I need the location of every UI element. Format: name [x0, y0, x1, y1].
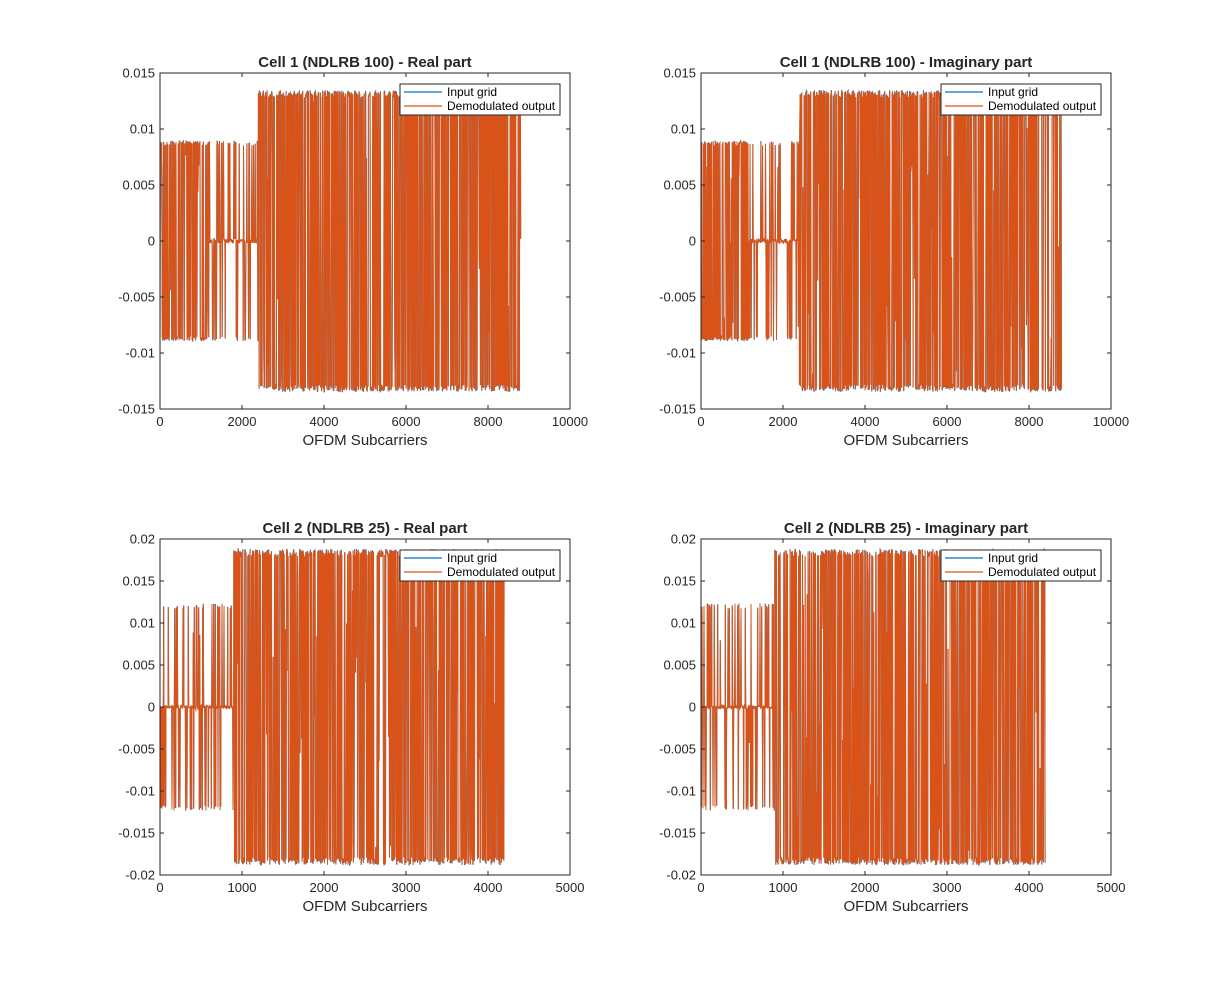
x-axis-label: OFDM Subcarriers [302, 432, 427, 449]
x-tick-label: 3000 [933, 880, 962, 895]
x-tick-label: 4000 [310, 414, 339, 429]
x-tick-label: 6000 [933, 414, 962, 429]
x-axis-label: OFDM Subcarriers [302, 898, 427, 915]
y-tick-label: -0.005 [118, 290, 155, 305]
chart-title: Cell 1 (NDLRB 100) - Imaginary part [780, 54, 1033, 71]
x-tick-label: 2000 [310, 880, 339, 895]
y-tick-label: 0.005 [663, 658, 696, 673]
y-tick-label: 0.01 [130, 122, 155, 137]
y-tick-label: -0.015 [118, 402, 155, 417]
y-tick-label: 0.015 [663, 574, 696, 589]
x-tick-label: 4000 [474, 880, 503, 895]
legend-label: Demodulated output [447, 99, 556, 113]
x-tick-label: 10000 [1093, 414, 1129, 429]
x-tick-label: 2000 [769, 414, 798, 429]
x-tick-label: 2000 [851, 880, 880, 895]
x-tick-label: 1000 [228, 880, 257, 895]
x-tick-label: 4000 [1015, 880, 1044, 895]
y-tick-label: 0.01 [671, 616, 696, 631]
y-tick-label: -0.005 [118, 742, 155, 757]
y-tick-label: 0 [689, 700, 696, 715]
x-tick-label: 0 [156, 880, 163, 895]
legend-label: Demodulated output [988, 565, 1097, 579]
y-tick-label: 0.015 [122, 574, 155, 589]
legend-label: Demodulated output [988, 99, 1097, 113]
legend-box [940, 83, 1102, 116]
x-tick-label: 8000 [1015, 414, 1044, 429]
y-tick-label: -0.015 [118, 826, 155, 841]
x-tick-label: 0 [697, 880, 704, 895]
x-tick-label: 5000 [556, 880, 585, 895]
x-tick-label: 8000 [474, 414, 503, 429]
y-tick-label: -0.02 [666, 868, 696, 883]
legend-box [399, 83, 561, 116]
legend-label: Input grid [988, 85, 1038, 99]
chart-title: Cell 2 (NDLRB 25) - Real part [262, 520, 467, 537]
x-tick-label: 6000 [392, 414, 421, 429]
x-tick-label: 0 [697, 414, 704, 429]
y-tick-label: 0.01 [671, 122, 696, 137]
y-tick-label: -0.01 [666, 346, 696, 361]
x-tick-label: 3000 [392, 880, 421, 895]
subplot-2: 0 2000 4000 6000 8000 10000 -0.015 -0.01 -0.005 0… [659, 54, 1129, 449]
x-axis-label: OFDM Subcarriers [843, 898, 968, 915]
x-tick-label: 2000 [228, 414, 257, 429]
y-tick-label: -0.015 [659, 402, 696, 417]
y-tick-label: -0.005 [659, 290, 696, 305]
y-tick-label: 0 [689, 234, 696, 249]
legend-label: Demodulated output [447, 565, 556, 579]
subplot-4: 0 1000 2000 3000 4000 5000 -0.02 -0.015 -0.01 -0.… [659, 520, 1125, 915]
x-axis-label: OFDM Subcarriers [843, 432, 968, 449]
data-traces [160, 547, 505, 867]
y-tick-label: 0.005 [663, 178, 696, 193]
x-tick-label: 5000 [1097, 880, 1126, 895]
chart-title: Cell 2 (NDLRB 25) - Imaginary part [784, 520, 1028, 537]
legend-box [940, 549, 1102, 582]
y-tick-label: 0.005 [122, 658, 155, 673]
y-tick-label: 0.02 [130, 532, 155, 547]
x-tick-label: 0 [156, 414, 163, 429]
subplot-3: 0 1000 2000 3000 4000 5000 -0.02 -0.015 -0.01 -0.… [118, 520, 584, 915]
chart-title: Cell 1 (NDLRB 100) - Real part [258, 54, 471, 71]
y-tick-label: -0.01 [125, 784, 155, 799]
data-traces [701, 88, 1063, 394]
y-tick-label: -0.005 [659, 742, 696, 757]
legend-box [399, 549, 561, 582]
y-tick-label: -0.015 [659, 826, 696, 841]
legend-label: Input grid [988, 551, 1038, 565]
y-tick-label: -0.01 [125, 346, 155, 361]
y-tick-label: -0.01 [666, 784, 696, 799]
legend-label: Input grid [447, 85, 497, 99]
y-tick-label: 0.005 [122, 178, 155, 193]
y-tick-label: 0.015 [663, 66, 696, 81]
series-demodulated-output [701, 89, 1063, 393]
y-tick-label: 0.015 [122, 66, 155, 81]
y-tick-label: 0.01 [130, 616, 155, 631]
x-tick-label: 4000 [851, 414, 880, 429]
x-tick-label: 1000 [769, 880, 798, 895]
series-demodulated-output [160, 548, 505, 866]
x-tick-label: 10000 [552, 414, 588, 429]
y-tick-label: 0 [148, 234, 155, 249]
y-tick-label: 0.02 [671, 532, 696, 547]
y-tick-label: 0 [148, 700, 155, 715]
subplot-1: 0 2000 4000 6000 8000 10000 -0.015 -0.01 -0.005 0… [118, 54, 588, 449]
y-tick-label: -0.02 [125, 868, 155, 883]
legend-label: Input grid [447, 551, 497, 565]
